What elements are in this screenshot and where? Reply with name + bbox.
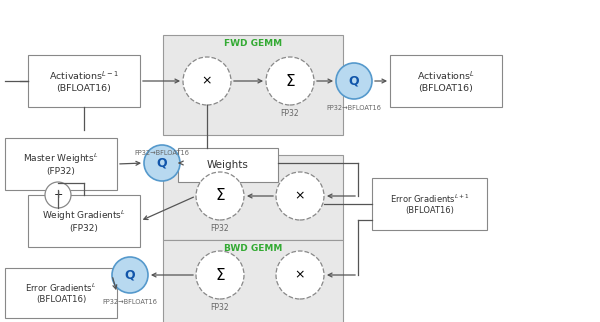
Circle shape xyxy=(112,257,148,293)
Circle shape xyxy=(183,57,231,105)
Text: Weight Gradients$^{L}$
(FP32): Weight Gradients$^{L}$ (FP32) xyxy=(42,209,126,233)
Text: FP32: FP32 xyxy=(281,109,299,118)
Text: WG GEMM: WG GEMM xyxy=(227,159,279,168)
FancyBboxPatch shape xyxy=(163,155,343,240)
Text: FP32→BFLOAT16: FP32→BFLOAT16 xyxy=(134,150,190,156)
Circle shape xyxy=(276,172,324,220)
FancyBboxPatch shape xyxy=(390,55,502,107)
Circle shape xyxy=(276,251,324,299)
Text: Σ: Σ xyxy=(285,73,295,89)
Text: Weights: Weights xyxy=(207,160,249,170)
Text: FP32: FP32 xyxy=(211,303,229,312)
FancyBboxPatch shape xyxy=(28,55,140,107)
FancyBboxPatch shape xyxy=(163,240,343,322)
Circle shape xyxy=(45,182,71,208)
Text: Σ: Σ xyxy=(215,188,225,204)
Text: Activations$^{L}$
(BFLOAT16): Activations$^{L}$ (BFLOAT16) xyxy=(417,70,475,92)
Text: Q: Q xyxy=(125,269,136,281)
Text: FWD GEMM: FWD GEMM xyxy=(224,39,282,48)
Text: BWD GEMM: BWD GEMM xyxy=(224,244,282,253)
Circle shape xyxy=(144,145,180,181)
Text: FP32→BFLOAT16: FP32→BFLOAT16 xyxy=(326,105,382,111)
Circle shape xyxy=(266,57,314,105)
Text: Activations$^{L-1}$
(BFLOAT16): Activations$^{L-1}$ (BFLOAT16) xyxy=(49,70,119,92)
Text: Master Weights$^{L}$
(FP32): Master Weights$^{L}$ (FP32) xyxy=(23,152,99,176)
Circle shape xyxy=(196,251,244,299)
FancyBboxPatch shape xyxy=(28,195,140,247)
FancyBboxPatch shape xyxy=(163,35,343,135)
FancyBboxPatch shape xyxy=(5,268,117,318)
Circle shape xyxy=(196,172,244,220)
FancyBboxPatch shape xyxy=(5,138,117,190)
Text: Error Gradients$^{L+1}$
(BFLOAT16): Error Gradients$^{L+1}$ (BFLOAT16) xyxy=(389,193,469,215)
Text: Q: Q xyxy=(157,156,167,169)
FancyBboxPatch shape xyxy=(178,148,278,182)
FancyBboxPatch shape xyxy=(372,178,487,230)
Text: Q: Q xyxy=(349,74,359,88)
Text: ×: × xyxy=(295,190,305,203)
Text: Error Gradients$^{L}$
(BFLOAT16): Error Gradients$^{L}$ (BFLOAT16) xyxy=(25,282,97,304)
Text: ×: × xyxy=(202,74,212,88)
Text: FP32: FP32 xyxy=(211,224,229,233)
Text: Σ: Σ xyxy=(215,268,225,282)
Text: FP32→BFLOAT16: FP32→BFLOAT16 xyxy=(103,299,157,305)
Text: ×: × xyxy=(295,269,305,281)
Circle shape xyxy=(336,63,372,99)
Text: +: + xyxy=(53,190,62,200)
